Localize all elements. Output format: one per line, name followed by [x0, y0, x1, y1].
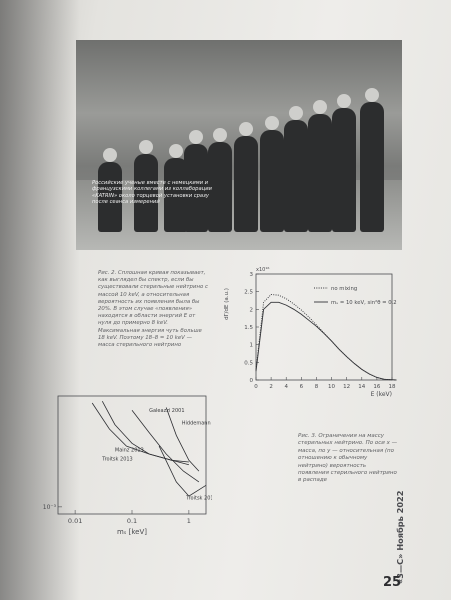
series-label: Galeazzi 2001: [149, 408, 184, 414]
series-line-3: [165, 407, 200, 472]
y-tick-label: 0.5: [244, 360, 253, 366]
x-tick-label: 18: [389, 384, 396, 390]
legend-label: no mixing: [331, 286, 357, 292]
y-tick-label: 2.5: [244, 290, 253, 296]
series-line-1: [101, 401, 190, 466]
series-label: Mainz 2013: [115, 448, 144, 454]
x-tick-label: 6: [300, 384, 304, 390]
series-line-1: [255, 301, 397, 381]
series-label: Troitsk 2017: [185, 496, 212, 502]
x-tick-label: 0.1: [127, 517, 137, 525]
figure2-caption: Рис. 2. Сплошная кривая показывает, как …: [98, 270, 208, 349]
series-line-4: [158, 445, 207, 497]
y-multiplier-label: x10¹⁶: [256, 267, 269, 273]
y-tick-label: 3: [250, 272, 254, 278]
x-tick-label: 1: [187, 517, 191, 525]
x-tick-label: 0: [254, 384, 258, 390]
y-axis-label: dΓ/dE (a.u.): [224, 288, 230, 320]
x-tick-label: 14: [358, 384, 365, 390]
plot-frame: [255, 273, 393, 381]
x-tick-label: 2: [269, 384, 273, 390]
y-tick-label: 10⁻³: [43, 504, 57, 511]
x-tick-label: 4: [284, 384, 288, 390]
y-tick-label: 1: [250, 343, 254, 349]
series-line-0: [255, 294, 397, 381]
series-label: Troitsk 2013: [101, 456, 133, 462]
x-tick-label: 16: [373, 384, 380, 390]
group-photo: [76, 40, 402, 250]
y-tick-label: 1.5: [244, 325, 253, 331]
x-axis-label: mₛ [keV]: [117, 528, 147, 536]
series-line-2: [91, 402, 189, 463]
legend-label: mₛ = 10 keV, sin²θ = 0.2: [331, 299, 397, 306]
magazine-title: «3—С» Ноябрь 2022: [395, 491, 405, 584]
photo-caption: Российские ученые вместе с немецкими и ф…: [92, 180, 212, 206]
page-fold-shadow: [0, 0, 80, 600]
x-axis-label: E (keV): [371, 391, 392, 398]
page-number: 25: [383, 575, 402, 590]
series-line-0: [131, 410, 200, 483]
figure3-caption: Рис. 3. Ограничения на массу стерильных …: [298, 433, 398, 484]
y-tick-label: 2: [250, 307, 254, 313]
figure2-chart: 0 2 4 6 8 10 12 14 16 18 0 0.5 1 1.5 2 2.5 3 E (keV) dΓ/dE…: [224, 267, 397, 398]
x-tick-label: 0.01: [68, 517, 82, 525]
x-tick-label: 12: [343, 384, 350, 390]
x-tick-label: 8: [315, 384, 319, 390]
x-tick-label: 10: [328, 384, 335, 390]
magazine-footer: «3—С» Ноябрь 2022: [395, 491, 405, 584]
y-tick-label: 0: [250, 378, 254, 384]
series-label: Hiddemann 1995: [182, 421, 212, 427]
figure3-chart: 0.01 0.1 1 10⁻³ mₛ [keV] Galeazzi 2001 Mainz 2…: [43, 395, 212, 536]
